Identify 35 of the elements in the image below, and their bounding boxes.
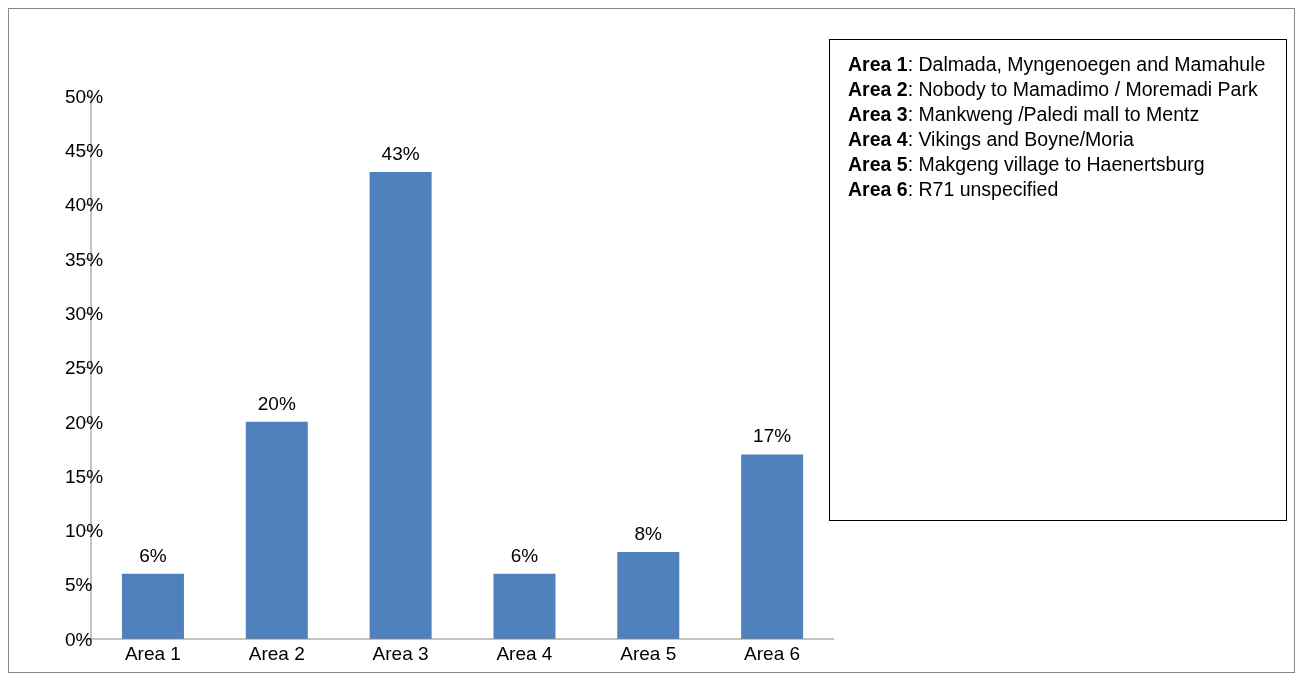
x-tick-label: Area 6 <box>744 643 801 665</box>
data-label: 8% <box>634 523 663 545</box>
bar <box>493 573 556 639</box>
bar <box>245 421 308 639</box>
bar <box>369 172 432 639</box>
x-tick-label: Area 1 <box>124 643 181 665</box>
text: Area 3: Mankweng /Paledi mall to Mentz <box>848 102 1201 127</box>
text: Area 4: Vikings and Boyne/Moria <box>848 127 1135 152</box>
y-tick-label: 15% <box>65 465 104 487</box>
data-label: 6% <box>510 544 539 566</box>
text: Area 1: Dalmada, Myngenoegen and Mamahule <box>848 52 1267 77</box>
y-tick-label: 10% <box>65 520 104 542</box>
y-tick-label: 35% <box>65 248 104 270</box>
y-tick-label: 50% <box>65 85 104 107</box>
y-tick-label: 25% <box>65 357 104 379</box>
y-tick-label: 5% <box>65 574 93 596</box>
y-tick-label: 0% <box>65 628 93 650</box>
x-tick-label: Area 5 <box>620 643 677 665</box>
data-label: 17% <box>753 425 792 447</box>
text: Area 5: Makgeng village to Haenertsburg <box>848 152 1206 177</box>
y-tick-label: 20% <box>65 411 104 433</box>
data-label: 20% <box>257 392 296 414</box>
x-tick-label: Area 2 <box>248 643 305 665</box>
bar <box>741 454 804 639</box>
y-tick-label: 45% <box>65 140 104 162</box>
x-tick-label: Area 3 <box>372 643 429 665</box>
bar <box>121 573 184 639</box>
data-label: 43% <box>381 143 420 165</box>
bar <box>617 552 680 639</box>
text: Area 2: Nobody to Mamadimo / Moremadi Park <box>848 77 1259 102</box>
x-tick-label: Area 4 <box>496 643 553 665</box>
y-tick-label: 40% <box>65 194 104 216</box>
text: Area 6: R71 unspecified <box>848 177 1060 202</box>
data-label: 6% <box>139 544 167 566</box>
y-tick-label: 30% <box>65 302 104 324</box>
